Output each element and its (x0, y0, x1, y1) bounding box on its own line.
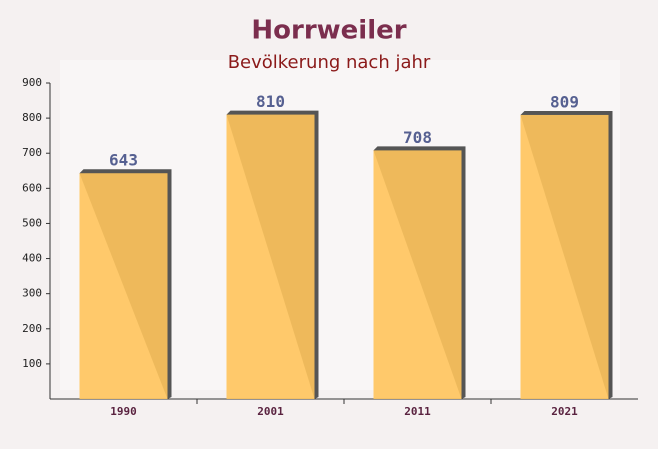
y-tick-label: 400 (22, 252, 42, 265)
y-tick-label: 300 (22, 287, 42, 300)
y-tick-label: 700 (22, 146, 42, 159)
y-tick-label: 500 (22, 216, 42, 229)
value-label: 708 (403, 128, 432, 147)
y-tick-label: 800 (22, 111, 42, 124)
x-tick-label: 1990 (110, 405, 137, 418)
y-tick-label: 600 (22, 181, 42, 194)
y-tick-label: 200 (22, 322, 42, 335)
bar (520, 114, 609, 399)
value-label: 643 (109, 151, 138, 170)
x-tick-label: 2001 (257, 405, 284, 418)
bar (226, 114, 315, 399)
value-label: 810 (256, 92, 285, 111)
y-tick-label: 100 (22, 357, 42, 370)
chart-subtitle: Bevölkerung nach jahr (228, 52, 431, 73)
value-label: 809 (550, 92, 579, 111)
chart-title: Horrweiler (251, 16, 406, 46)
x-tick-label: 2021 (551, 405, 578, 418)
bar (79, 173, 168, 399)
y-tick-label: 900 (22, 76, 42, 89)
x-tick-label: 2011 (404, 405, 431, 418)
bar (373, 150, 462, 399)
